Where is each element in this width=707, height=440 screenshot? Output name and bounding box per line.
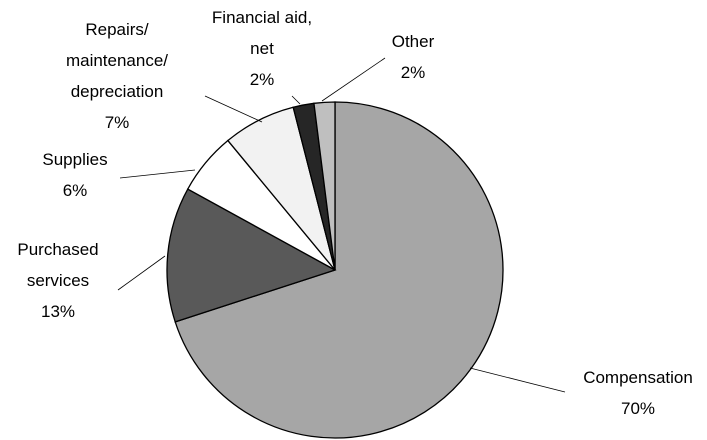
category-name: Supplies — [42, 150, 108, 169]
category-name: Financial aid, net — [211, 8, 313, 58]
percent-label: 70% — [620, 399, 656, 418]
slice-label: Purchased services 13% — [3, 234, 113, 327]
percent-label: 13% — [40, 302, 76, 321]
leader-line — [321, 57, 386, 102]
percent-label: 6% — [62, 181, 88, 200]
category-name: Purchased services — [17, 240, 99, 290]
percent-label: 7% — [104, 113, 130, 132]
pie-slice — [313, 101, 336, 271]
leader-line — [117, 255, 166, 291]
percent-label: 2% — [249, 70, 275, 89]
percent-label: 2% — [400, 63, 426, 82]
pie-slice — [174, 101, 504, 439]
leader-line — [291, 95, 301, 105]
category-name: Compensation — [583, 368, 693, 387]
leader-line — [119, 169, 196, 179]
category-name: Other — [391, 32, 435, 51]
slice-label: Repairs/ maintenance/ depreciation 7% — [47, 14, 187, 138]
leader-line — [469, 367, 566, 393]
slice-label: Other 2% — [383, 26, 443, 88]
category-name: Repairs/ maintenance/ depreciation — [65, 20, 169, 101]
leader-line — [204, 95, 263, 123]
pie-slice — [166, 188, 337, 323]
slice-label: Supplies 6% — [30, 144, 120, 206]
slice-label: Financial aid, net 2% — [206, 2, 318, 95]
slice-label: Compensation 70% — [563, 362, 707, 424]
